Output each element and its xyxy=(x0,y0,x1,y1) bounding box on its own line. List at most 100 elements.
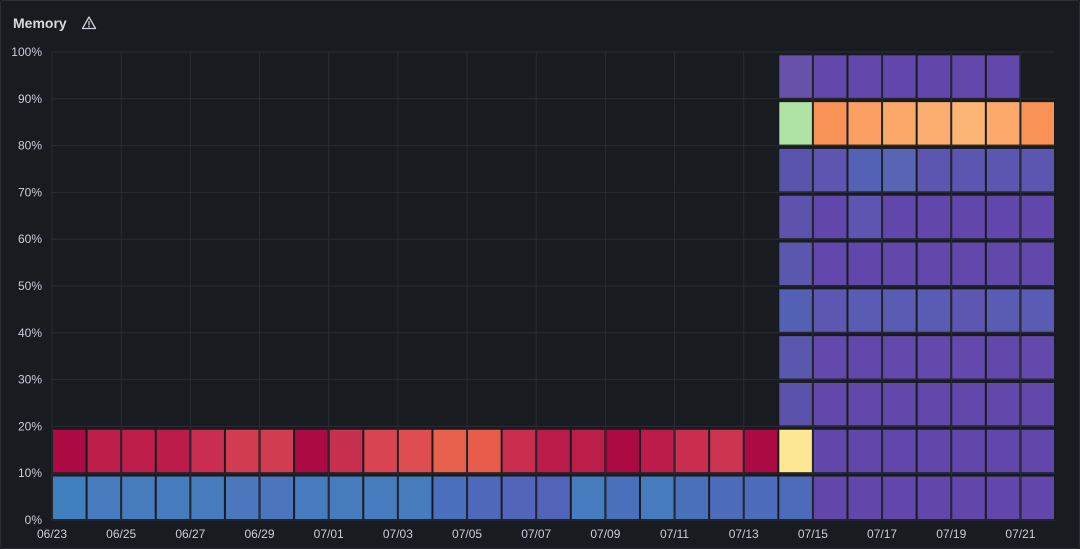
heatmap-cell[interactable] xyxy=(502,476,536,519)
heatmap-cell[interactable] xyxy=(917,476,951,519)
heatmap-cell[interactable] xyxy=(848,55,882,98)
heatmap-cell[interactable] xyxy=(883,476,916,519)
heatmap-cell[interactable] xyxy=(952,195,985,239)
heatmap-cell[interactable] xyxy=(917,195,951,239)
heatmap-cell[interactable] xyxy=(675,476,709,519)
heatmap-cell[interactable] xyxy=(813,55,847,98)
heatmap-cell[interactable] xyxy=(986,336,1020,379)
heatmap-cell[interactable] xyxy=(952,336,985,379)
heatmap-cell[interactable] xyxy=(1021,289,1054,332)
heatmap-cell[interactable] xyxy=(364,476,397,519)
heatmap-cell[interactable] xyxy=(53,429,86,473)
heatmap-cell[interactable] xyxy=(571,476,605,519)
heatmap-cell[interactable] xyxy=(986,382,1020,426)
heatmap-cell[interactable] xyxy=(329,429,363,473)
heatmap-cell[interactable] xyxy=(87,429,121,473)
heatmap-cell[interactable] xyxy=(260,429,294,473)
heatmap-cell[interactable] xyxy=(779,242,812,285)
heatmap-cell[interactable] xyxy=(398,429,432,473)
heatmap-cell[interactable] xyxy=(156,429,190,473)
heatmap-cell[interactable] xyxy=(917,55,951,98)
heatmap-cell[interactable] xyxy=(779,289,812,332)
heatmap-cell[interactable] xyxy=(813,242,847,285)
heatmap-cell[interactable] xyxy=(295,429,328,473)
heatmap-cell[interactable] xyxy=(813,148,847,192)
heatmap-cell[interactable] xyxy=(952,242,985,285)
heatmap-cell[interactable] xyxy=(779,55,812,98)
heatmap-cell[interactable] xyxy=(156,476,190,519)
heatmap-cell[interactable] xyxy=(848,382,882,426)
heatmap-cell[interactable] xyxy=(917,242,951,285)
heatmap-cell[interactable] xyxy=(883,55,916,98)
heatmap-cell[interactable] xyxy=(779,429,812,473)
heatmap-cell[interactable] xyxy=(606,429,639,473)
heatmap-cell[interactable] xyxy=(710,429,743,473)
heatmap-cell[interactable] xyxy=(1021,148,1054,192)
heatmap-cell[interactable] xyxy=(986,242,1020,285)
heatmap-cell[interactable] xyxy=(675,429,709,473)
warning-triangle-icon[interactable] xyxy=(81,15,97,31)
heatmap-cell[interactable] xyxy=(1021,336,1054,379)
heatmap-cell[interactable] xyxy=(779,195,812,239)
heatmap-cell[interactable] xyxy=(986,148,1020,192)
heatmap-cell[interactable] xyxy=(87,476,121,519)
heatmap-cell[interactable] xyxy=(848,195,882,239)
heatmap-cell[interactable] xyxy=(225,476,259,519)
heatmap-cell[interactable] xyxy=(883,382,916,426)
heatmap-cell[interactable] xyxy=(398,476,432,519)
heatmap-cell[interactable] xyxy=(1021,242,1054,285)
heatmap-cell[interactable] xyxy=(813,429,847,473)
heatmap-cell[interactable] xyxy=(537,476,570,519)
panel-title[interactable]: Memory xyxy=(13,15,67,31)
heatmap-cell[interactable] xyxy=(986,289,1020,332)
heatmap-cell[interactable] xyxy=(848,429,882,473)
heatmap-cell[interactable] xyxy=(1021,102,1054,145)
heatmap-cell[interactable] xyxy=(848,242,882,285)
heatmap-cell[interactable] xyxy=(191,476,224,519)
heatmap-cell[interactable] xyxy=(883,289,916,332)
heatmap-cell[interactable] xyxy=(571,429,605,473)
heatmap-cell[interactable] xyxy=(986,102,1020,145)
heatmap-cell[interactable] xyxy=(53,476,86,519)
heatmap-cell[interactable] xyxy=(986,195,1020,239)
heatmap-cell[interactable] xyxy=(122,429,155,473)
heatmap-cell[interactable] xyxy=(537,429,570,473)
heatmap-cell[interactable] xyxy=(952,148,985,192)
heatmap-cell[interactable] xyxy=(917,429,951,473)
heatmap-cell[interactable] xyxy=(813,102,847,145)
heatmap-cell[interactable] xyxy=(225,429,259,473)
heatmap-cell[interactable] xyxy=(329,476,363,519)
heatmap-cell[interactable] xyxy=(883,336,916,379)
heatmap-cell[interactable] xyxy=(848,476,882,519)
heatmap-cell[interactable] xyxy=(952,289,985,332)
heatmap-cell[interactable] xyxy=(883,242,916,285)
heatmap-cell[interactable] xyxy=(917,289,951,332)
heatmap-cell[interactable] xyxy=(364,429,397,473)
heatmap-cell[interactable] xyxy=(779,336,812,379)
heatmap-cell[interactable] xyxy=(295,476,328,519)
heatmap-cell[interactable] xyxy=(848,289,882,332)
heatmap-cell[interactable] xyxy=(917,102,951,145)
heatmap-cell[interactable] xyxy=(883,429,916,473)
heatmap-cell[interactable] xyxy=(813,195,847,239)
heatmap-cell[interactable] xyxy=(813,289,847,332)
heatmap-cell[interactable] xyxy=(917,382,951,426)
heatmap-cell[interactable] xyxy=(640,476,674,519)
heatmap-cell[interactable] xyxy=(1021,429,1054,473)
heatmap-cell[interactable] xyxy=(952,102,985,145)
heatmap-cell[interactable] xyxy=(122,476,155,519)
heatmap-cell[interactable] xyxy=(917,148,951,192)
heatmap-cell[interactable] xyxy=(1021,476,1054,519)
heatmap-cell[interactable] xyxy=(191,429,224,473)
heatmap-cell[interactable] xyxy=(952,382,985,426)
heatmap-cell[interactable] xyxy=(848,102,882,145)
heatmap-cell[interactable] xyxy=(744,476,778,519)
heatmap-cell[interactable] xyxy=(468,476,501,519)
heatmap-cell[interactable] xyxy=(744,429,778,473)
heatmap-cell[interactable] xyxy=(917,336,951,379)
heatmap-cell[interactable] xyxy=(502,429,536,473)
heatmap-cell[interactable] xyxy=(883,195,916,239)
heatmap-cell[interactable] xyxy=(779,476,812,519)
heatmap-cell[interactable] xyxy=(813,382,847,426)
heatmap-cell[interactable] xyxy=(986,55,1020,98)
